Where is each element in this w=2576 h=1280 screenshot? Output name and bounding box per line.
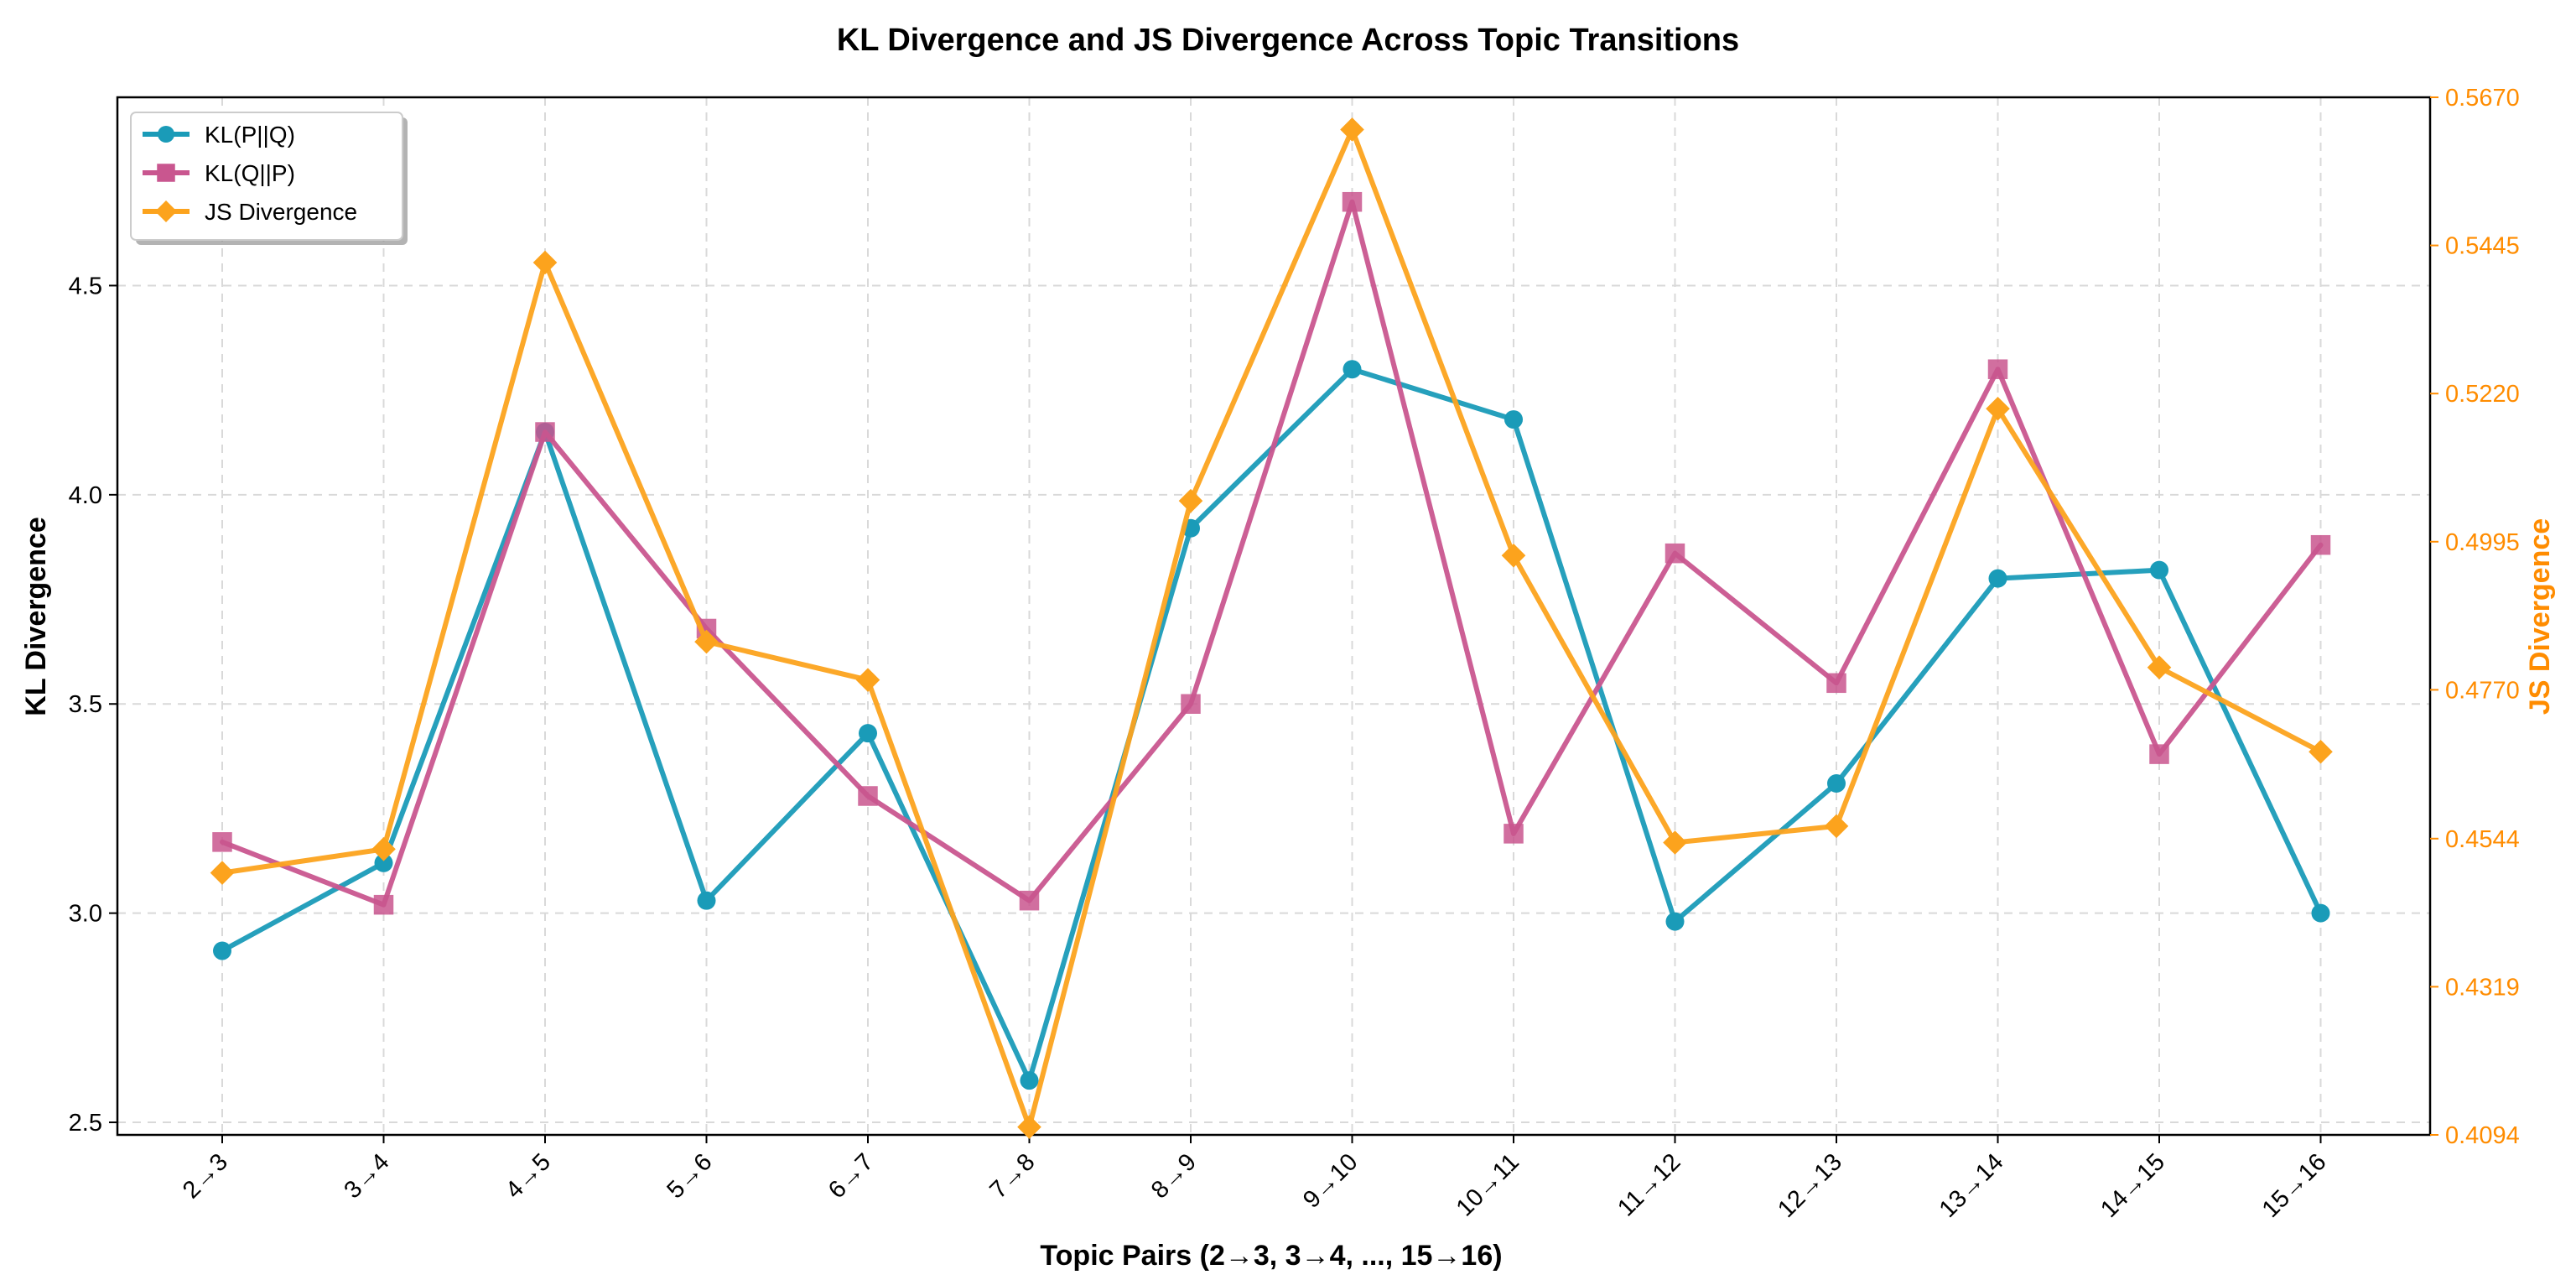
data-point — [1663, 830, 1687, 855]
legend-label: JS Divergence — [205, 199, 357, 225]
data-point — [374, 853, 393, 872]
y-axis-left: 2.5 3.0 3.5 4.0 4.5 — [69, 273, 117, 1137]
y-right-tick-label: 0.4094 — [2445, 1122, 2520, 1149]
chart-title: KL Divergence and JS Divergence Across T… — [837, 23, 1739, 58]
y-axis-label: KL Divergence — [20, 517, 52, 715]
y-right-tick-label: 0.4995 — [2445, 529, 2520, 556]
y-axis-right-label: JS Divergence — [2524, 518, 2556, 715]
data-point — [1501, 543, 1526, 568]
data-point — [1826, 673, 1846, 694]
data-point — [1343, 360, 1362, 379]
y-right-tick-label: 0.5445 — [2445, 233, 2520, 260]
legend-items: KL(P||Q) KL(Q||P) JS Divergence — [143, 122, 357, 225]
data-point — [1342, 191, 1363, 212]
data-point — [1178, 488, 1203, 513]
y-tick-label: 4.0 — [69, 482, 102, 509]
y-right-tick-label: 0.5220 — [2445, 381, 2520, 408]
y-right-tick-label: 0.4319 — [2445, 974, 2520, 1001]
data-point — [1020, 1071, 1039, 1090]
x-axis-label: Topic Pairs (2→3, 3→4, ..., 15→16) — [1040, 1240, 1502, 1272]
series-layer — [210, 117, 2333, 1139]
data-point — [694, 629, 719, 654]
data-point — [1017, 1115, 1041, 1139]
y-right-tick-label: 0.4770 — [2445, 677, 2520, 704]
y-right-tick-label: 0.5670 — [2445, 85, 2520, 112]
legend-item: JS Divergence — [143, 199, 357, 225]
y-tick-label: 2.5 — [69, 1110, 102, 1137]
plot-area-frame — [116, 96, 2432, 1137]
data-point — [858, 786, 878, 806]
data-point — [2147, 655, 2172, 680]
series-line — [220, 199, 2324, 908]
data-point — [1340, 117, 1364, 142]
y-tick-label: 3.5 — [69, 691, 102, 718]
y-tick-label: 4.5 — [69, 273, 102, 299]
legend-marker — [155, 200, 177, 222]
data-point — [2150, 560, 2168, 580]
data-point — [855, 668, 880, 692]
legend-label: KL(Q||P) — [205, 160, 295, 186]
data-point — [210, 861, 235, 885]
data-point — [1504, 824, 1524, 844]
y-right-tick-label: 0.4544 — [2445, 826, 2520, 853]
data-point — [1181, 694, 1201, 714]
legend-marker — [157, 164, 175, 182]
legend: KL(P||Q) KL(Q||P) JS Divergence — [130, 112, 408, 245]
data-point — [697, 891, 716, 910]
data-point — [2311, 903, 2330, 923]
legend-marker — [158, 126, 174, 143]
data-point — [2309, 739, 2333, 764]
data-point — [1504, 410, 1523, 429]
data-point — [532, 250, 558, 275]
legend-item: KL(P||Q) — [143, 122, 295, 148]
legend-label: KL(P||Q) — [205, 122, 295, 148]
data-point — [1988, 569, 2007, 588]
series-line — [220, 127, 2324, 1130]
data-point — [2149, 744, 2169, 764]
data-point — [1987, 359, 2008, 379]
series-3 — [210, 117, 2333, 1139]
y-axis-right: 0.4094 0.4319 0.4544 0.4770 0.4995 0.5220 0.54… — [2430, 85, 2520, 1149]
data-point — [1824, 814, 1849, 839]
data-point — [212, 832, 232, 852]
data-point — [1665, 543, 1685, 564]
data-point — [1827, 774, 1846, 793]
data-point — [859, 724, 877, 743]
data-point — [371, 837, 396, 861]
data-point — [1986, 396, 2010, 421]
legend-box — [130, 112, 403, 241]
data-point — [1019, 890, 1040, 911]
series-2 — [212, 191, 2331, 915]
legend-item: KL(Q||P) — [143, 160, 295, 186]
data-point — [1665, 912, 1685, 931]
data-point — [213, 941, 231, 960]
data-point — [373, 894, 394, 915]
y-tick-label: 3.0 — [69, 901, 102, 928]
data-point — [535, 422, 555, 442]
data-point — [2310, 534, 2331, 555]
